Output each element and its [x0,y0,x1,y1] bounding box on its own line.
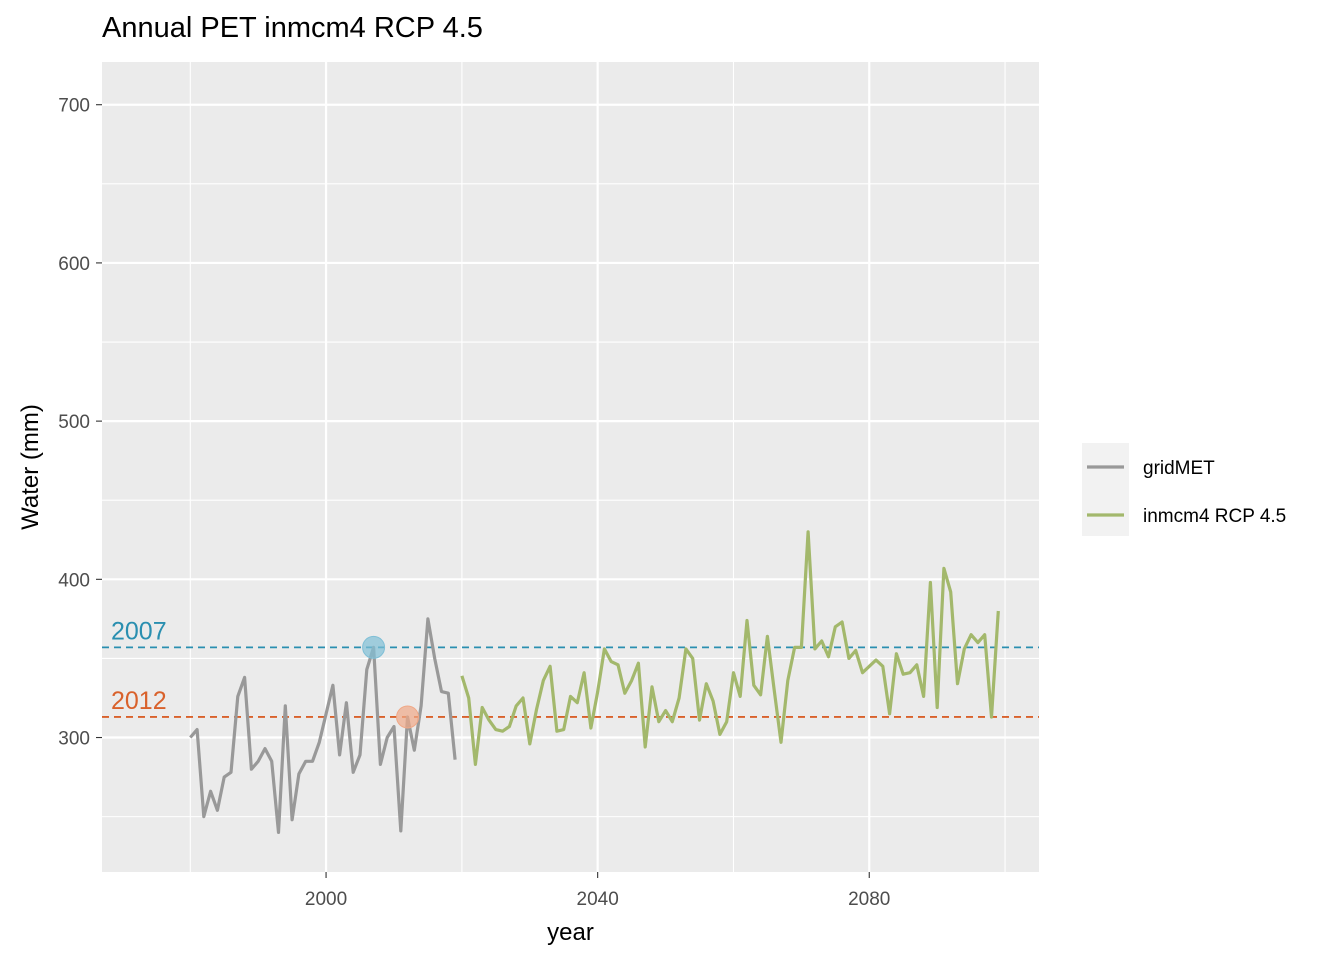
highlight-points [362,635,420,729]
legend-label-inmcm4: inmcm4 RCP 4.5 [1143,506,1286,527]
y-tick-label: 600 [58,254,90,275]
highlight-point-2007 [362,635,386,659]
reference-label-2012: 2012 [111,687,167,715]
series-lines [189,530,1000,835]
y-axis-title: Water (mm) [17,404,44,530]
chart-title: Annual PET inmcm4 RCP 4.5 [102,12,483,44]
legend: gridMET inmcm4 RCP 4.5 [1082,443,1286,536]
x-tick-label: 2080 [848,889,890,910]
legend-key-background [1082,443,1129,536]
highlight-point-2012 [396,705,420,729]
legend-label-gridmet: gridMET [1143,458,1215,479]
x-axis-title: year [547,919,594,946]
x-tick-label: 2000 [305,889,347,910]
x-tick-label: 2040 [577,889,619,910]
major-gridlines [102,62,1039,872]
y-tick-label: 400 [58,570,90,591]
y-tick-label: 300 [58,729,90,750]
axis-ticks: 2000 2040 2080 300 400 500 600 700 [58,96,890,910]
y-tick-label: 700 [58,96,90,117]
y-tick-label: 500 [58,412,90,433]
reference-lines: 2007 2012 [102,617,1039,718]
reference-label-2007: 2007 [111,617,167,645]
series-line-gridmet [189,617,457,835]
series-line-inmcm4 [460,530,1000,767]
